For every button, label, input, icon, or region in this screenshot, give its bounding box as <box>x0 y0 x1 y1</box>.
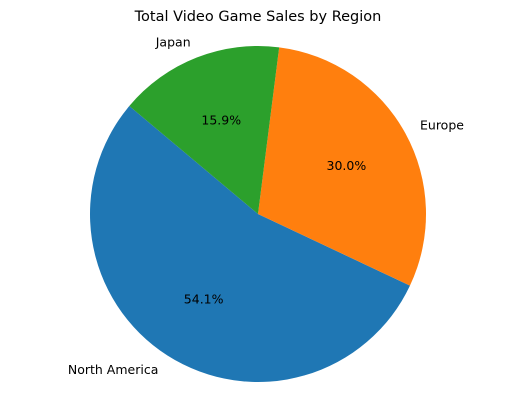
slice-percent-north-america: 54.1% <box>184 291 224 306</box>
pie-slices <box>90 46 426 382</box>
chart-title: Total Video Game Sales by Region <box>134 9 382 25</box>
slice-label-japan: Japan <box>155 34 191 49</box>
pie-slice-japan <box>129 46 280 214</box>
slice-percent-europe: 30.0% <box>327 158 367 173</box>
pie-labels: North America 54.1% Europe 30.0% Japan 15.9% <box>68 34 464 377</box>
slice-label-north-america: North America <box>68 362 159 377</box>
pie-slice-europe <box>258 47 426 286</box>
pie-slice-north-america <box>90 106 410 382</box>
slice-percent-japan: 15.9% <box>201 113 241 128</box>
slice-label-europe: Europe <box>420 118 464 133</box>
